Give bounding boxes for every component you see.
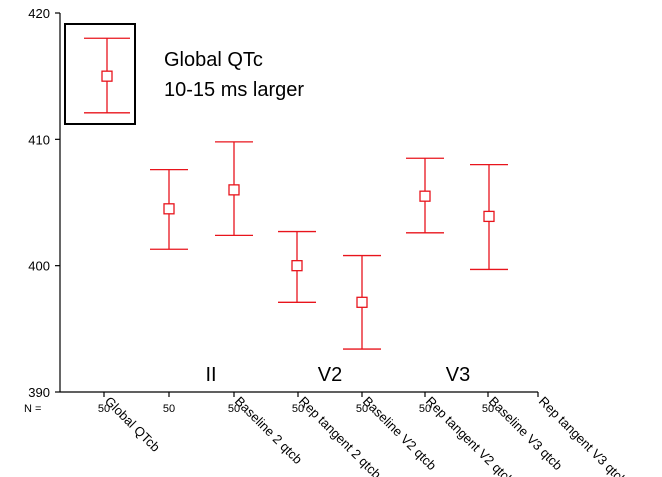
n-value-1: 50 [163, 403, 175, 415]
n-value-6: 50 [482, 403, 494, 415]
x-tick-label-0: Global QTcb [102, 394, 163, 455]
error-bar-4 [406, 157, 444, 234]
error-bar-0 [150, 169, 188, 250]
y-axis-ticks: 390 400 410 420 [28, 6, 60, 400]
annotation-line-1: Global QTc [164, 49, 263, 71]
n-row-label: N = [24, 403, 41, 415]
error-bar-2 [278, 230, 316, 303]
mean-marker-5 [483, 210, 495, 223]
annotation-line-2: 10-15 ms larger [164, 79, 304, 101]
legend-box [64, 23, 136, 125]
n-value-0: 50 [98, 403, 110, 415]
n-value-5: 50 [419, 403, 431, 415]
group-label-0: II [205, 364, 216, 386]
mean-marker-4 [419, 190, 431, 202]
n-value-4: 50 [356, 403, 368, 415]
error-bar-3 [343, 254, 381, 350]
mean-marker-1 [228, 184, 240, 196]
n-value-3: 50 [292, 403, 304, 415]
group-labels: II V2 V3 [205, 364, 470, 386]
y-tick-label-1: 400 [28, 259, 50, 274]
group-label-1: V2 [318, 364, 342, 386]
mean-marker-3 [356, 296, 368, 308]
mean-marker-2 [291, 260, 303, 272]
error-bar-5 [470, 163, 508, 271]
n-row: N = 50 50 50 50 50 50 50 [24, 403, 494, 415]
y-tick-label-3: 420 [28, 6, 50, 21]
mean-marker-0 [163, 203, 175, 215]
y-tick-label-2: 410 [28, 132, 50, 147]
error-bar-1 [215, 141, 253, 236]
error-bars [150, 141, 508, 350]
legend-mean-marker [101, 70, 113, 82]
legend [64, 23, 136, 125]
y-tick-label-0: 390 [28, 385, 50, 400]
group-label-2: V3 [446, 364, 470, 386]
legend-sample-errorbar [84, 37, 130, 114]
n-value-2: 50 [228, 403, 240, 415]
